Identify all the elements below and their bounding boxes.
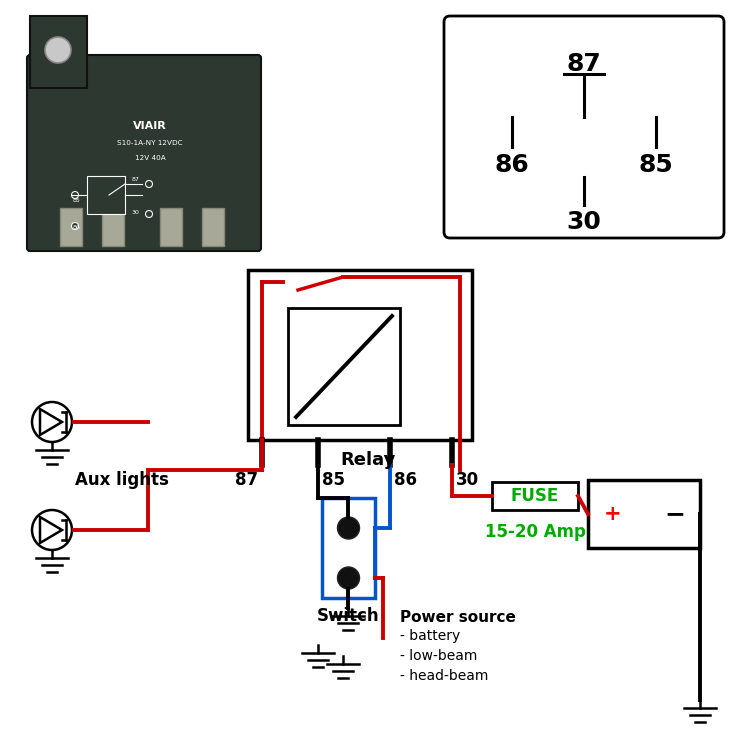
Text: 86: 86 xyxy=(73,225,81,230)
Bar xyxy=(588,480,700,548)
Text: Relay: Relay xyxy=(340,451,396,469)
FancyBboxPatch shape xyxy=(444,16,724,238)
Bar xyxy=(322,498,375,598)
Text: 30: 30 xyxy=(456,471,479,489)
Text: Aux lights: Aux lights xyxy=(75,471,169,489)
Polygon shape xyxy=(40,409,62,435)
Circle shape xyxy=(32,402,72,442)
Circle shape xyxy=(71,191,79,199)
Text: - battery: - battery xyxy=(400,629,460,643)
Text: 87: 87 xyxy=(567,52,601,76)
Text: S10-1A-NY 12VDC: S10-1A-NY 12VDC xyxy=(117,140,183,146)
Text: 15-20 Amp: 15-20 Amp xyxy=(484,523,585,541)
Text: 30: 30 xyxy=(132,210,140,215)
Text: −: − xyxy=(665,502,685,526)
Text: 86: 86 xyxy=(495,153,529,177)
Circle shape xyxy=(71,223,79,229)
Text: 30: 30 xyxy=(567,210,601,234)
Polygon shape xyxy=(40,517,62,543)
Text: FUSE: FUSE xyxy=(511,487,559,505)
Text: 85: 85 xyxy=(322,471,345,489)
Polygon shape xyxy=(30,16,87,88)
Text: VIAIR: VIAIR xyxy=(133,121,167,131)
FancyBboxPatch shape xyxy=(27,55,261,251)
Text: - low-beam: - low-beam xyxy=(400,649,478,663)
Bar xyxy=(60,208,82,246)
Text: +: + xyxy=(604,504,622,524)
Circle shape xyxy=(45,37,71,63)
Circle shape xyxy=(146,180,152,188)
Text: 85: 85 xyxy=(73,198,81,203)
Circle shape xyxy=(338,567,359,589)
Bar xyxy=(202,208,224,246)
Bar xyxy=(288,308,400,425)
Bar xyxy=(87,176,125,214)
Text: - head-beam: - head-beam xyxy=(400,669,489,683)
Bar xyxy=(102,208,124,246)
Bar xyxy=(248,270,472,440)
Text: Power source: Power source xyxy=(400,611,516,626)
Circle shape xyxy=(32,510,72,550)
Text: 87: 87 xyxy=(235,471,258,489)
Bar xyxy=(160,208,182,246)
Circle shape xyxy=(338,517,359,539)
Bar xyxy=(492,482,578,510)
Circle shape xyxy=(146,211,152,217)
Text: 87: 87 xyxy=(132,177,140,182)
Text: 86: 86 xyxy=(394,471,417,489)
Text: 85: 85 xyxy=(639,153,673,177)
Text: Switch: Switch xyxy=(317,607,380,625)
Text: 12V 40A: 12V 40A xyxy=(135,155,166,161)
